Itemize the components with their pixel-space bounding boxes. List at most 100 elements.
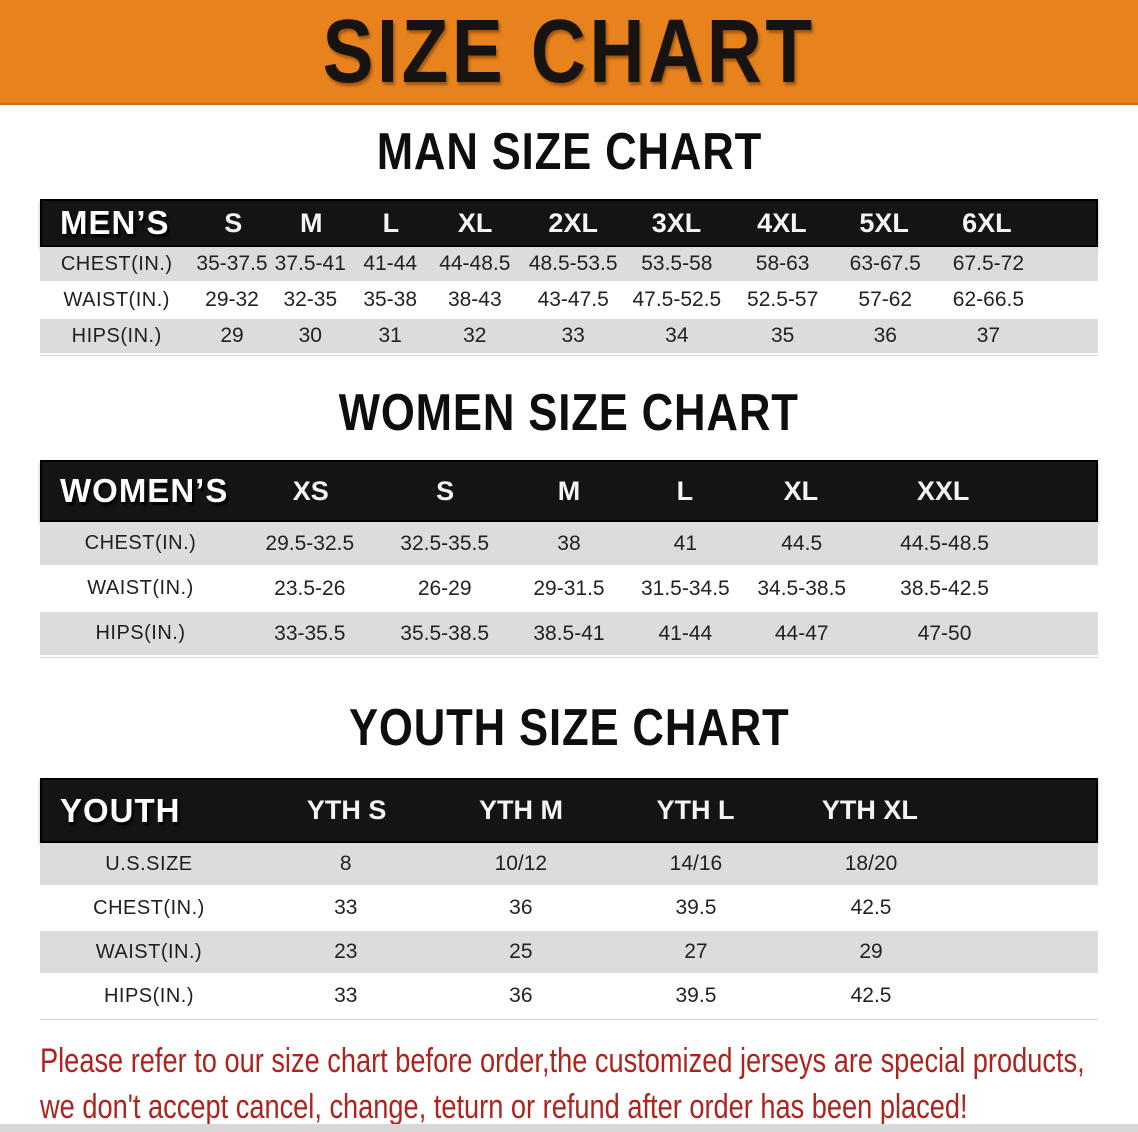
note-line-2: we don't accept cancel, change, teturn o…	[40, 1088, 968, 1126]
youth-size-chart-title: YOUTH SIZE CHART	[348, 699, 790, 757]
value-cell: 41-44	[363, 252, 418, 275]
value-cell: 35-38	[363, 288, 418, 311]
table-corner-label: YOUTH	[60, 791, 181, 829]
value-cell: 38.5-42.5	[900, 576, 989, 600]
value-cell: 37.5-41	[274, 252, 346, 275]
value-cell: 35	[770, 324, 795, 347]
value-cell: 18/20	[844, 852, 898, 875]
note-line-1: Please refer to our size chart before or…	[40, 1042, 1085, 1080]
row-label: HIPS(IN.)	[71, 324, 162, 347]
value-cell: 42.5	[850, 984, 892, 1007]
value-cell: 33	[561, 324, 585, 347]
value-cell: 34	[665, 324, 689, 347]
value-cell: 44-48.5	[439, 252, 511, 275]
size-header-cell: YTH L	[656, 795, 735, 825]
value-cell: 52.5-57	[747, 288, 819, 311]
row-spacer	[1029, 567, 1098, 610]
value-cell: 31.5-34.5	[640, 576, 730, 600]
size-header-cell: M	[300, 207, 323, 238]
row-label: WAIST(IN.)	[63, 288, 170, 311]
value-cell: 25	[509, 940, 533, 963]
women-size-chart-section: WOMEN SIZE CHART WOMEN’S XS S M L XL XXL CHEST(…	[0, 384, 1138, 658]
value-cell: 38	[557, 531, 581, 555]
value-cell: 44-47	[774, 621, 829, 645]
value-cell: 35-37.5	[196, 252, 268, 275]
table-row: CHEST(IN.) 35-37.5 37.5-41 41-44 44-48.5 48.5…	[40, 247, 1098, 283]
value-cell: 41-44	[658, 621, 713, 645]
men-size-table: MEN’S S M L XL 2XL 3XL 4XL 5XL 6XL CHEST(IN.) 35-37…	[40, 199, 1098, 356]
table-corner-label: WOMEN’S	[60, 472, 229, 509]
row-label: HIPS(IN.)	[103, 984, 194, 1007]
value-cell: 63-67.5	[849, 252, 921, 275]
size-header-cell: 6XL	[962, 207, 1012, 238]
youth-size-table: YOUTH YTH S YTH M YTH L YTH XL U.S.SIZE 8 10/12…	[40, 778, 1098, 1020]
value-cell: 8	[339, 852, 352, 875]
value-cell: 39.5	[675, 896, 717, 919]
value-cell: 36	[509, 896, 533, 919]
row-spacer	[1045, 247, 1098, 281]
value-cell: 26-29	[417, 576, 472, 600]
size-header-cell: XL	[457, 207, 493, 238]
value-cell: 14/16	[669, 852, 723, 875]
banner-title: SIZE CHART	[322, 1, 816, 102]
value-cell: 29-31.5	[533, 576, 605, 600]
size-header-cell: YTH XL	[821, 795, 918, 825]
women-size-chart-title: WOMEN SIZE CHART	[339, 384, 799, 442]
value-cell: 53.5-58	[641, 252, 713, 275]
size-header-cell: XXL	[916, 475, 970, 506]
size-header-cell: 2XL	[548, 207, 598, 238]
youth-size-chart-title-wrap: YOUTH SIZE CHART	[0, 699, 1138, 757]
row-label: CHEST(IN.)	[60, 252, 173, 275]
value-cell: 42.5	[850, 896, 892, 919]
value-cell: 48.5-53.5	[528, 252, 618, 275]
size-header-cell: 4XL	[757, 207, 807, 238]
table-header-row: YOUTH YTH S YTH M YTH L YTH XL	[40, 778, 1098, 843]
value-cell: 32-35	[283, 288, 338, 311]
value-cell: 33	[334, 984, 358, 1007]
row-spacer	[958, 975, 1098, 1017]
table-row: U.S.SIZE 8 10/12 14/16 18/20	[40, 843, 1098, 887]
table-row: HIPS(IN.) 33-35.5 35.5-38.5 38.5-41 41-44 44-…	[40, 612, 1098, 657]
table-row: HIPS(IN.) 33 36 39.5 42.5	[40, 975, 1098, 1019]
row-label: U.S.SIZE	[105, 852, 193, 875]
value-cell: 41	[673, 531, 698, 555]
table-row: WAIST(IN.) 29-32 32-35 35-38 38-43 43-47.5 47.…	[40, 283, 1098, 319]
table-row: WAIST(IN.) 23.5-26 26-29 29-31.5 31.5-34.5 34…	[40, 567, 1098, 612]
value-cell: 10/12	[494, 852, 548, 875]
row-spacer	[958, 931, 1098, 973]
size-header-cell: YTH M	[479, 795, 564, 825]
value-cell: 36	[509, 984, 533, 1007]
value-cell: 47-50	[917, 621, 972, 645]
value-cell: 47.5-52.5	[632, 288, 722, 311]
value-cell: 33-35.5	[274, 621, 346, 645]
table-row: CHEST(IN.) 33 36 39.5 42.5	[40, 887, 1098, 931]
bottom-strip	[0, 1124, 1138, 1132]
row-spacer	[958, 843, 1098, 885]
value-cell: 44.5	[781, 531, 823, 555]
value-cell: 36	[873, 324, 897, 347]
women-size-chart-title-wrap: WOMEN SIZE CHART	[0, 384, 1138, 442]
size-header-cell: S	[436, 475, 455, 506]
value-cell: 44.5-48.5	[900, 531, 989, 555]
man-size-chart-title-wrap: MAN SIZE CHART	[0, 126, 1138, 178]
size-header-cell: XS	[292, 475, 329, 506]
man-size-chart-section: MAN SIZE CHART MEN’S S M L XL 2XL 3XL 4XL 5XL 6XL…	[0, 126, 1138, 356]
value-cell: 30	[298, 324, 322, 347]
table-row: CHEST(IN.) 29.5-32.5 32.5-35.5 38 41 44.5 44.5…	[40, 522, 1098, 567]
size-chart-banner: SIZE CHART	[0, 0, 1138, 105]
row-label: HIPS(IN.)	[95, 622, 186, 644]
value-cell: 67.5-72	[952, 252, 1025, 275]
value-cell: 23.5-26	[274, 576, 346, 600]
value-cell: 29-32	[205, 288, 259, 311]
value-cell: 43-47.5	[537, 288, 609, 311]
value-cell: 58-63	[755, 252, 810, 275]
header-spacer	[957, 780, 1096, 841]
header-spacer	[1027, 462, 1096, 520]
row-label: CHEST(IN.)	[84, 532, 197, 554]
youth-size-chart-section: YOUTH SIZE CHART YOUTH YTH S YTH M YTH L YTH…	[0, 699, 1138, 1020]
value-cell: 34.5-38.5	[757, 576, 847, 600]
size-header-cell: YTH S	[306, 795, 387, 825]
value-cell: 32.5-35.5	[400, 531, 490, 555]
value-cell: 39.5	[675, 984, 717, 1007]
